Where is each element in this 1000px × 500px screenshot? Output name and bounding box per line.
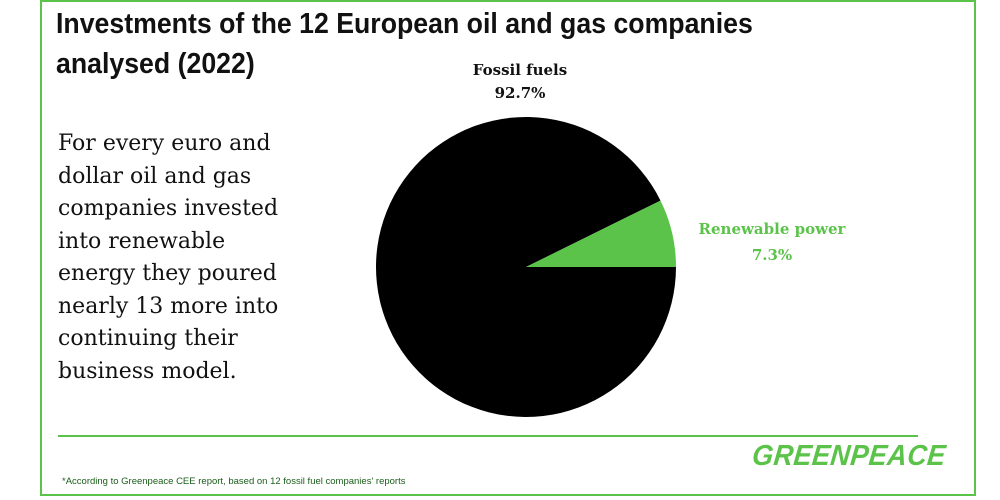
pie-slice-fossil-fuels [376, 116, 676, 417]
slice-label-renewable-power: Renewable power 7.3% [699, 220, 847, 264]
divider [58, 435, 918, 437]
slice-name-renewable-power: Renewable power [699, 220, 847, 238]
slice-name-fossil-fuels: Fossil fuels [473, 61, 567, 79]
slice-label-fossil-fuels: Fossil fuels 92.7% [473, 61, 567, 102]
slice-value-renewable-power: 7.3% [752, 246, 792, 264]
footnote: *According to Greenpeace CEE report, bas… [62, 476, 406, 487]
greenpeace-logo: GREENPEACE [750, 440, 948, 472]
description-text: For every euro and dollar oil and gas co… [58, 131, 279, 384]
slice-value-fossil-fuels: 92.7% [495, 84, 546, 102]
chart-title: Investments of the 12 European oil and g… [56, 8, 753, 80]
pie-slice-renewable-power [526, 200, 676, 267]
